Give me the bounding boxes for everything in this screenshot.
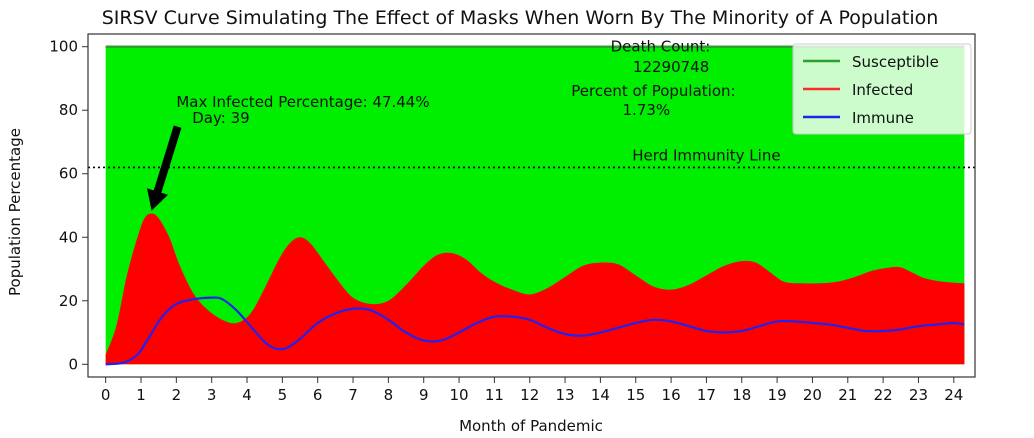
x-tick-label: 5 [278, 386, 288, 404]
y-tick-label: 40 [59, 228, 78, 246]
x-tick-label: 10 [450, 386, 469, 404]
x-tick-label: 3 [207, 386, 217, 404]
x-tick-label: 22 [874, 386, 893, 404]
x-tick-label: 1 [136, 386, 146, 404]
y-axis-label: Population Percentage [6, 128, 24, 296]
x-tick-label: 11 [485, 386, 504, 404]
x-tick-label: 13 [556, 386, 575, 404]
x-tick-label: 18 [732, 386, 751, 404]
x-tick-label: 7 [348, 386, 358, 404]
legend-susceptible-label: Susceptible [852, 53, 939, 71]
y-tick-label: 20 [59, 292, 78, 310]
legend-immune-label: Immune [852, 109, 914, 127]
chart-title: SIRSV Curve Simulating The Effect of Mas… [102, 7, 939, 29]
x-tick-label: 8 [384, 386, 394, 404]
x-tick-label: 4 [242, 386, 252, 404]
max-infected-arrow [147, 125, 182, 211]
x-tick-label: 9 [419, 386, 429, 404]
x-tick-label: 24 [944, 386, 963, 404]
x-tick-label: 17 [697, 386, 716, 404]
max-infected-label: Max Infected Percentage: 47.44% [176, 93, 429, 111]
x-tick-label: 23 [909, 386, 928, 404]
legend: Susceptible Infected Immune [792, 43, 972, 135]
x-tick-label: 20 [803, 386, 822, 404]
x-tick-label: 15 [626, 386, 645, 404]
y-axis: 0 20 40 60 80 100 [49, 38, 88, 373]
y-tick-label: 100 [49, 38, 78, 56]
x-tick-label: 16 [662, 386, 681, 404]
x-tick-label: 19 [768, 386, 787, 404]
herd-immunity-label: Herd Immunity Line [632, 146, 780, 164]
x-tick-label: 12 [520, 386, 539, 404]
y-tick-label: 0 [68, 355, 78, 373]
legend-infected-label: Infected [852, 81, 913, 99]
infected-area [105, 213, 965, 365]
x-tick-label: 14 [591, 386, 610, 404]
plot-frame [87, 33, 976, 378]
death-count-value: 12290748 [633, 58, 709, 76]
x-axis-label: Month of Pandemic [459, 417, 603, 435]
y-tick-label: 80 [59, 101, 78, 119]
immune-line [105, 296, 965, 366]
legend-box [792, 43, 972, 135]
death-count-label: Death Count: [611, 37, 711, 55]
max-infected-day: Day: 39 [192, 109, 249, 127]
x-tick-label: 21 [838, 386, 857, 404]
x-tick-label: 6 [313, 386, 323, 404]
x-tick-label: 0 [101, 386, 111, 404]
y-tick-label: 60 [59, 165, 78, 183]
death-percent-label: Percent of Population: [571, 82, 735, 100]
x-axis: 0 1 2 3 4 5 6 7 8 9 10 11 12 13 14 15 16 17 18 19 20 21 22 23 24 [101, 377, 963, 404]
x-tick-label: 2 [172, 386, 182, 404]
death-percent-value: 1.73% [623, 101, 671, 119]
